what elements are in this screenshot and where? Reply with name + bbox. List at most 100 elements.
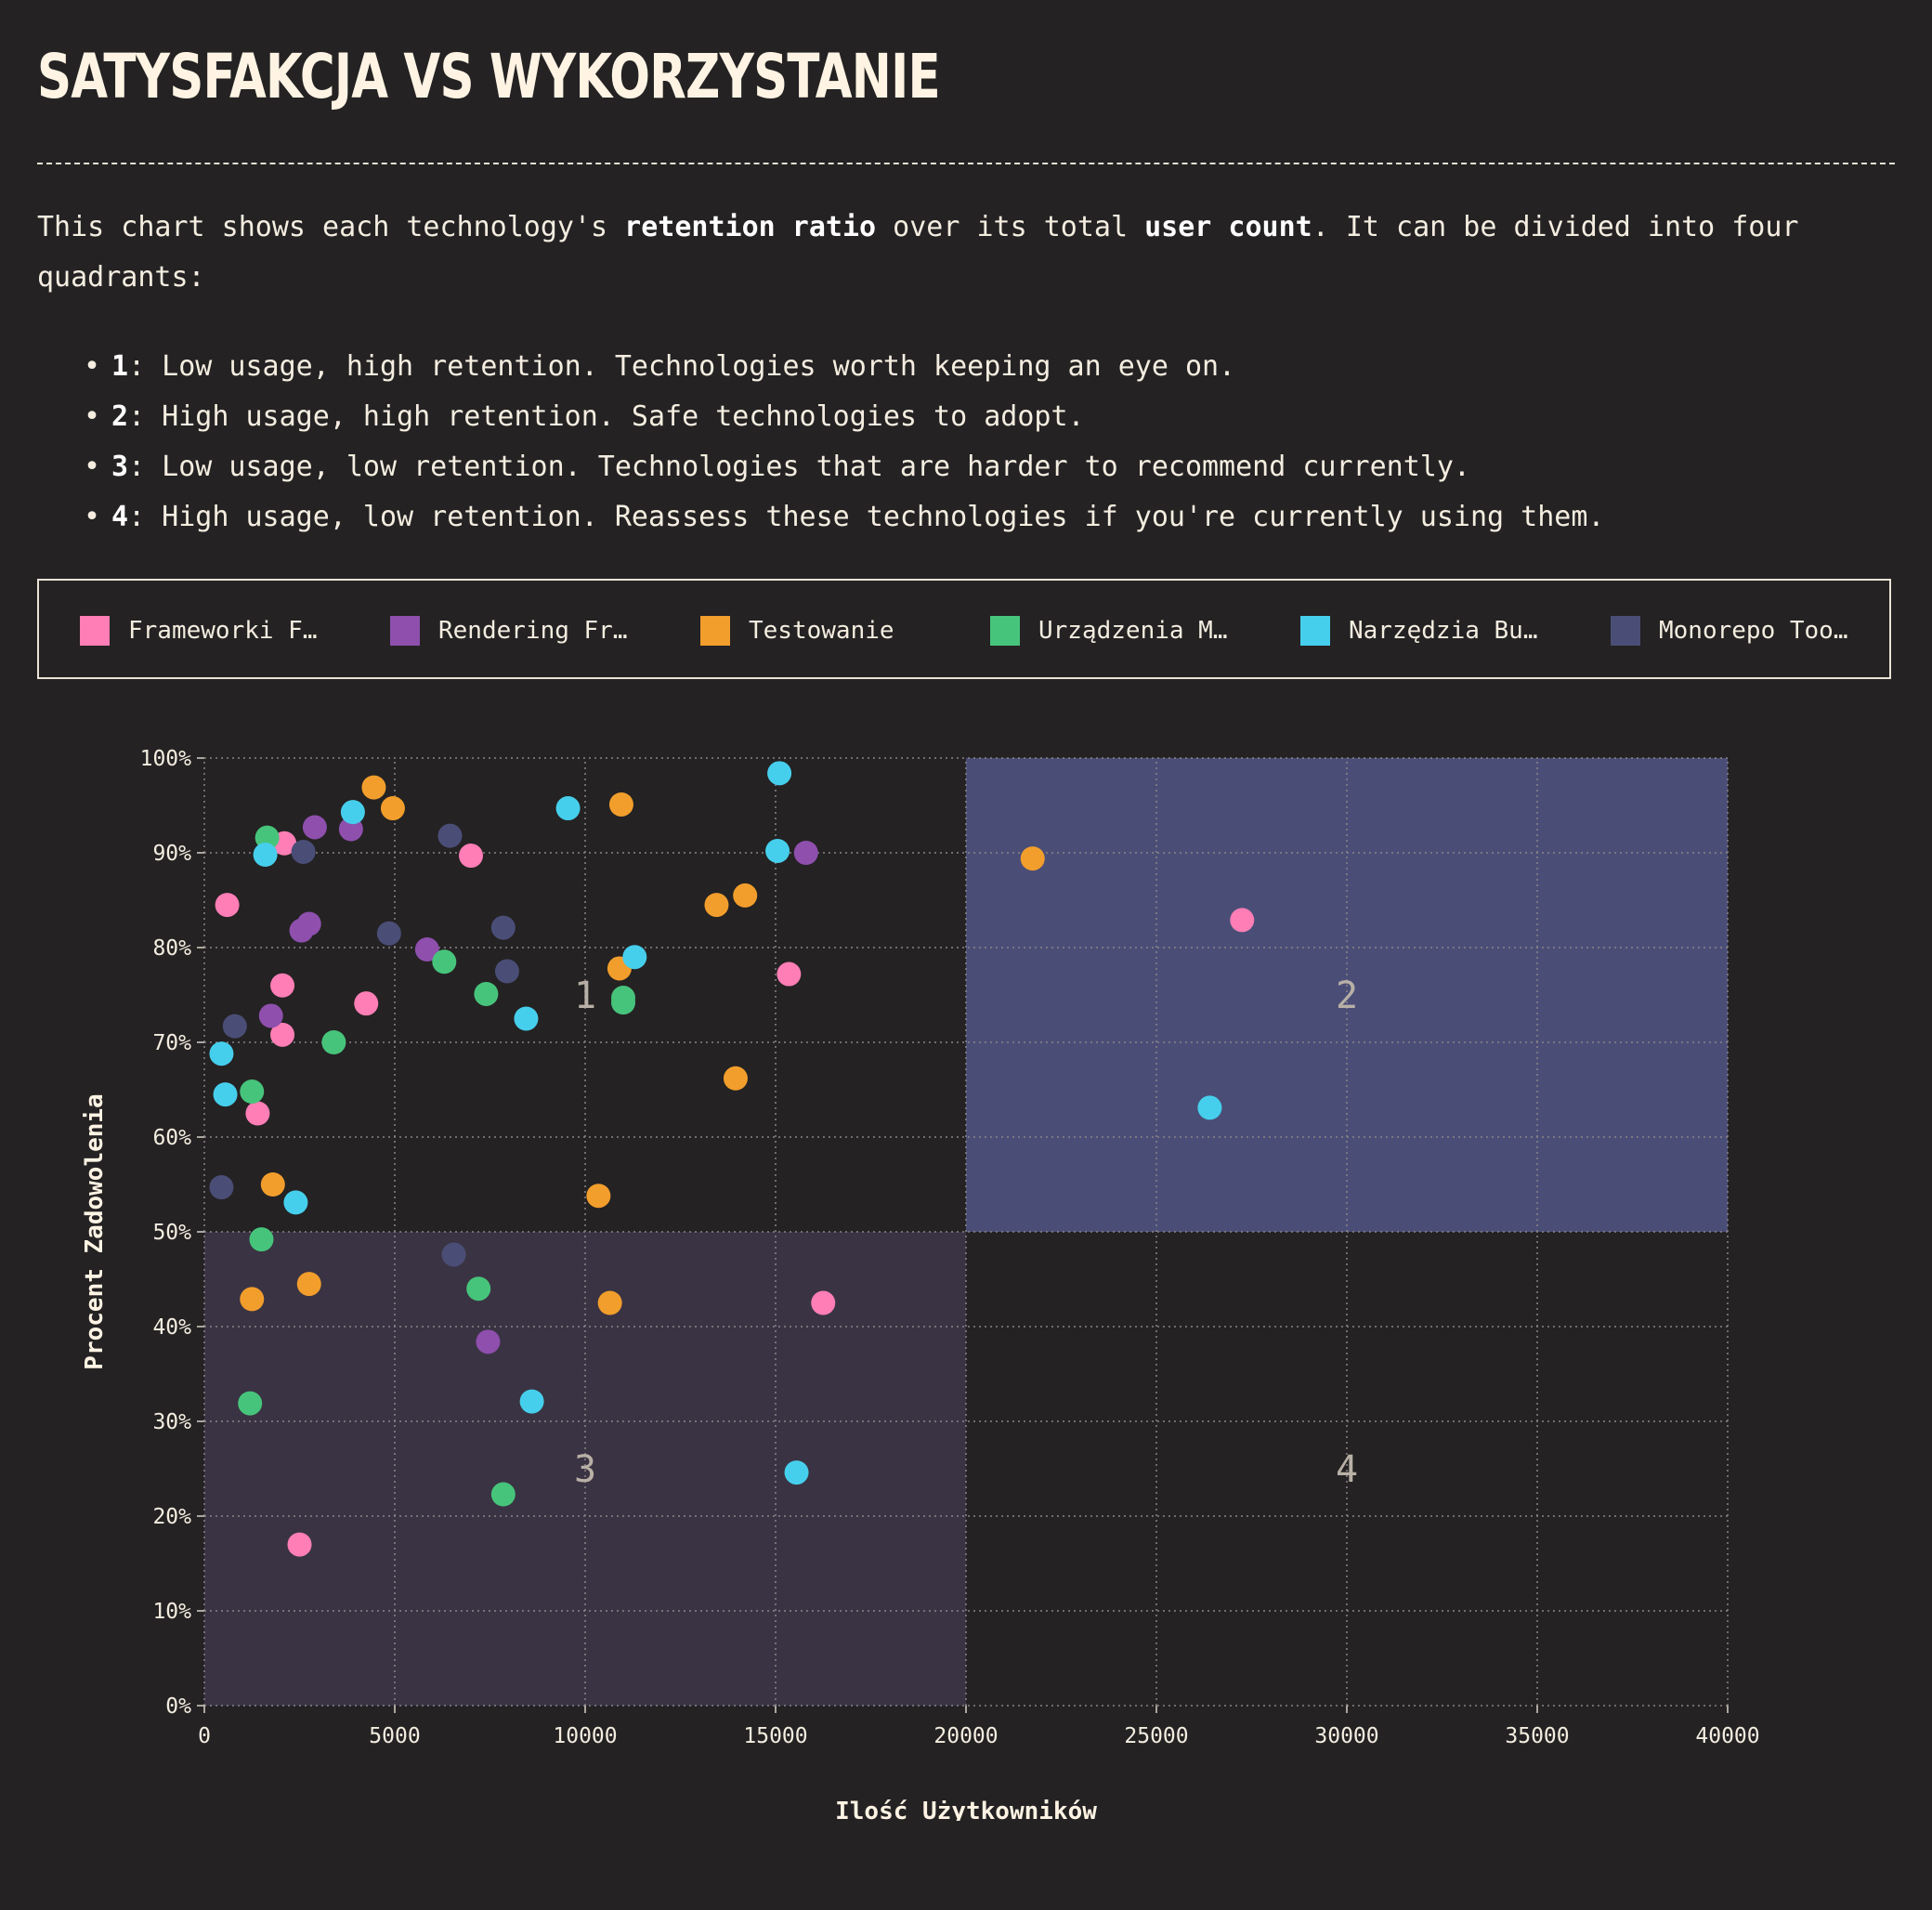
y-tick-label: 100%: [140, 747, 192, 771]
x-tick-label: 30000: [1314, 1724, 1378, 1748]
data-point: [240, 1287, 265, 1312]
bullet-icon: •: [84, 400, 101, 433]
data-point: [215, 893, 240, 918]
x-axis-title: Ilość Użytkowników: [835, 1798, 1097, 1821]
data-point: [414, 937, 439, 962]
bullet-icon: •: [84, 501, 101, 533]
x-tick-label: 35000: [1505, 1724, 1569, 1748]
x-tick-label: 0: [198, 1724, 211, 1748]
y-tick-label: 30%: [152, 1410, 191, 1434]
x-tick-label: 20000: [933, 1724, 998, 1748]
data-point: [494, 959, 519, 984]
data-point: [597, 1290, 622, 1315]
legend-swatch: [1300, 616, 1330, 646]
data-point: [296, 911, 321, 936]
data-point: [466, 1276, 491, 1302]
legend-item-frameworks[interactable]: Frameworki F…: [80, 616, 318, 646]
data-point: [490, 915, 516, 940]
quadrant-item: • 1: Low usage, high retention. Technolog…: [84, 342, 1604, 392]
intro-emphasis-user-count: user count: [1144, 211, 1312, 243]
data-point: [811, 1290, 836, 1315]
legend-swatch: [700, 616, 730, 646]
data-point: [765, 838, 790, 863]
y-tick-label: 50%: [152, 1221, 191, 1245]
data-point: [437, 823, 463, 848]
quadrant-item: • 2: High usage, high retention. Safe tec…: [84, 392, 1604, 442]
data-point: [376, 921, 401, 946]
quadrant-number: 4: [111, 501, 129, 533]
quadrant-label: 3: [574, 1448, 596, 1491]
data-point: [245, 1101, 270, 1126]
data-point: [432, 949, 457, 975]
quadrant-number: 2: [111, 400, 129, 433]
legend-swatch: [80, 616, 110, 646]
data-point: [733, 883, 758, 908]
data-point: [240, 1079, 265, 1105]
y-tick-label: 10%: [152, 1600, 191, 1624]
legend-item-build-tools[interactable]: Narzędzia Bu…: [1300, 616, 1538, 646]
data-point: [321, 1030, 346, 1054]
quadrant-number: 1: [111, 350, 129, 383]
data-point: [586, 1184, 611, 1209]
data-point: [704, 893, 729, 918]
data-point: [209, 1041, 234, 1066]
data-point: [296, 1272, 321, 1297]
legend-item-testing[interactable]: Testowanie: [700, 616, 894, 646]
intro-emphasis-retention: retention ratio: [624, 211, 877, 243]
x-tick-label: 5000: [369, 1724, 420, 1748]
y-tick-label: 0%: [165, 1694, 191, 1719]
legend-label: Urządzenia M…: [1038, 617, 1228, 645]
y-tick-label: 90%: [152, 842, 191, 866]
data-point: [514, 1006, 539, 1031]
intro-text: This chart shows each technology's: [37, 211, 625, 243]
data-point: [441, 1242, 466, 1267]
quadrant-number: 3: [111, 451, 129, 483]
data-point: [291, 839, 316, 864]
legend-label: Testowanie: [749, 617, 894, 645]
data-point: [238, 1391, 263, 1416]
legend-label: Monorepo Too…: [1659, 617, 1848, 645]
dashed-divider: [37, 163, 1895, 164]
data-point: [249, 1227, 274, 1252]
data-point: [490, 1482, 516, 1507]
legend-swatch: [390, 616, 420, 646]
data-point: [287, 1532, 312, 1557]
x-tick-label: 40000: [1695, 1724, 1759, 1748]
data-point: [222, 1014, 247, 1039]
legend-item-rendering[interactable]: Rendering Fr…: [390, 616, 628, 646]
legend-swatch: [1611, 616, 1640, 646]
quadrant-description: : High usage, high retention. Safe techn…: [128, 400, 1085, 433]
quadrant-description: : Low usage, high retention. Technologie…: [128, 350, 1236, 383]
data-point: [361, 775, 386, 800]
y-tick-label: 40%: [152, 1315, 191, 1340]
data-point: [253, 843, 278, 868]
data-point: [302, 815, 327, 840]
intro-paragraph: This chart shows each technology's reten…: [37, 203, 1876, 303]
data-point: [270, 1022, 295, 1047]
y-tick-label: 20%: [152, 1505, 191, 1529]
page-title: SATYSFAKCJA VS WYKORZYSTANIE: [37, 41, 941, 112]
quadrant-list: • 1: Low usage, high retention. Technolog…: [84, 342, 1604, 543]
legend-label: Narzędzia Bu…: [1349, 617, 1538, 645]
data-point: [258, 1003, 283, 1028]
legend-item-monorepo[interactable]: Monorepo Too…: [1611, 616, 1848, 646]
quadrant-label: 2: [1336, 975, 1358, 1017]
quadrant-description: : Low usage, low retention. Technologies…: [128, 451, 1470, 483]
data-point: [777, 962, 802, 987]
data-point: [608, 791, 633, 817]
data-point: [1230, 908, 1255, 933]
data-point: [209, 1175, 234, 1200]
data-point: [213, 1082, 238, 1107]
legend-item-mobile[interactable]: Urządzenia M…: [990, 616, 1228, 646]
data-point: [270, 973, 295, 998]
y-axis-title: Procent Zadowolenia: [81, 1093, 109, 1369]
data-point: [723, 1066, 748, 1091]
intro-text: . It can be divided into four quadrants:: [37, 211, 1799, 294]
data-point: [611, 990, 635, 1015]
data-point: [354, 991, 379, 1016]
bullet-icon: •: [84, 350, 101, 383]
x-tick-label: 15000: [743, 1724, 807, 1748]
x-tick-label: 25000: [1124, 1724, 1188, 1748]
data-point: [767, 761, 792, 786]
quadrant-description: : High usage, low retention. Reassess th…: [128, 501, 1605, 533]
